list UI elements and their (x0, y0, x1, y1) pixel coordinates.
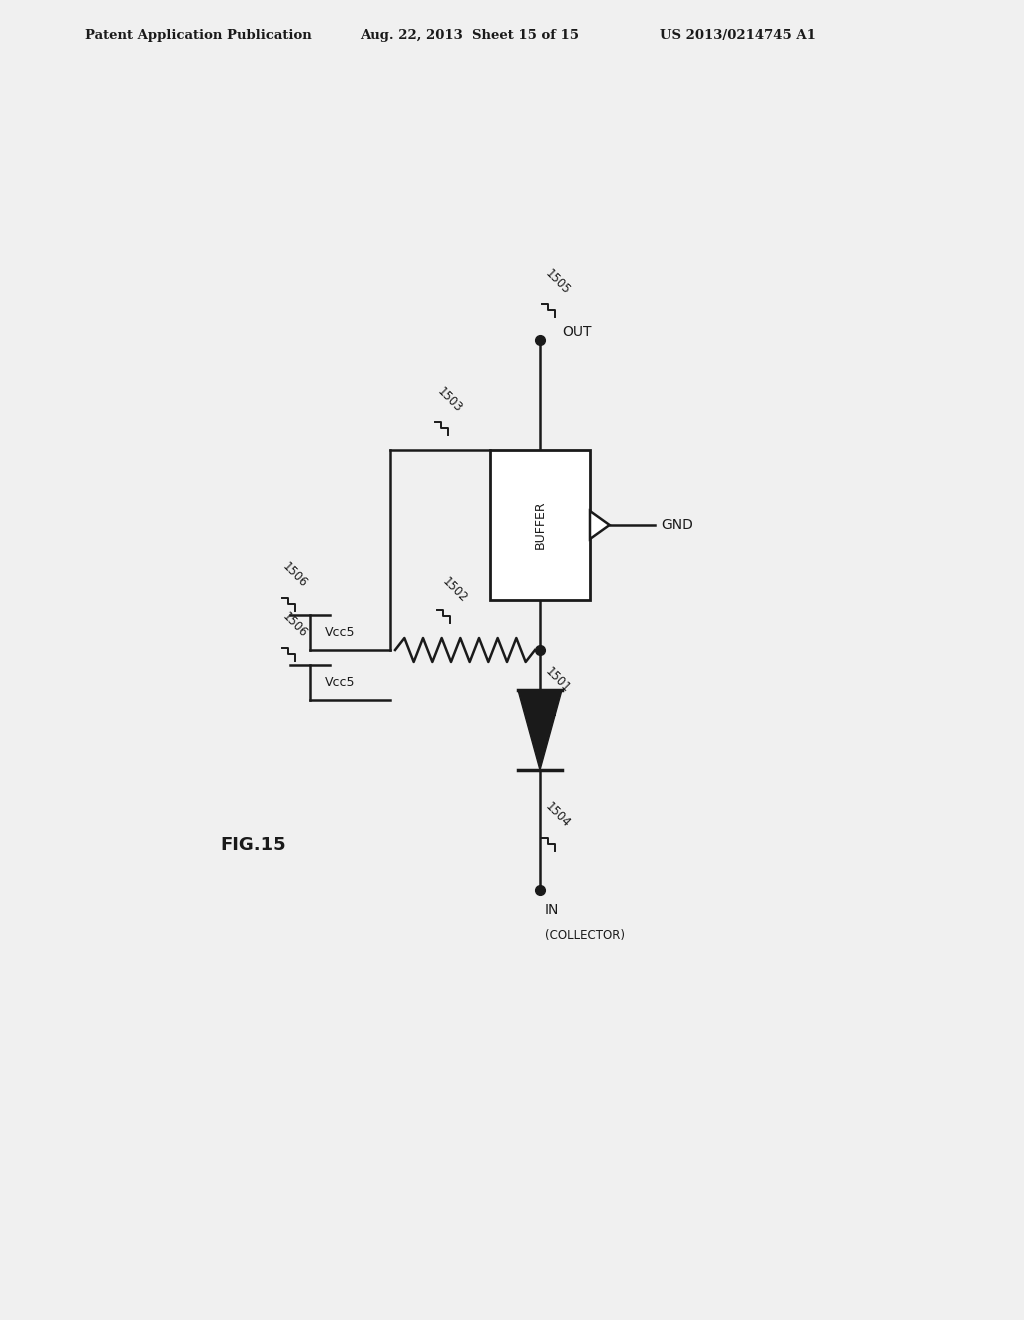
Text: 1504: 1504 (543, 800, 573, 830)
Text: Patent Application Publication: Patent Application Publication (85, 29, 311, 41)
Polygon shape (518, 690, 562, 770)
Text: 1503: 1503 (435, 385, 465, 414)
Text: 1502: 1502 (440, 576, 470, 605)
Text: Vcc5: Vcc5 (325, 676, 355, 689)
Text: (COLLECTOR): (COLLECTOR) (545, 928, 625, 941)
Text: FIG.15: FIG.15 (220, 836, 286, 854)
Text: IN: IN (545, 903, 559, 917)
Text: 1506: 1506 (280, 610, 310, 640)
Text: 1501: 1501 (543, 665, 573, 696)
Text: OUT: OUT (562, 325, 592, 339)
Text: Aug. 22, 2013  Sheet 15 of 15: Aug. 22, 2013 Sheet 15 of 15 (360, 29, 579, 41)
Bar (490, 450, 590, 601)
Text: 1505: 1505 (543, 267, 573, 297)
Polygon shape (590, 511, 609, 539)
Text: US 2013/0214745 A1: US 2013/0214745 A1 (660, 29, 816, 41)
Text: GND: GND (662, 517, 693, 532)
Text: 1506: 1506 (280, 560, 310, 590)
Text: Vcc5: Vcc5 (325, 626, 355, 639)
Text: BUFFER: BUFFER (534, 500, 547, 549)
